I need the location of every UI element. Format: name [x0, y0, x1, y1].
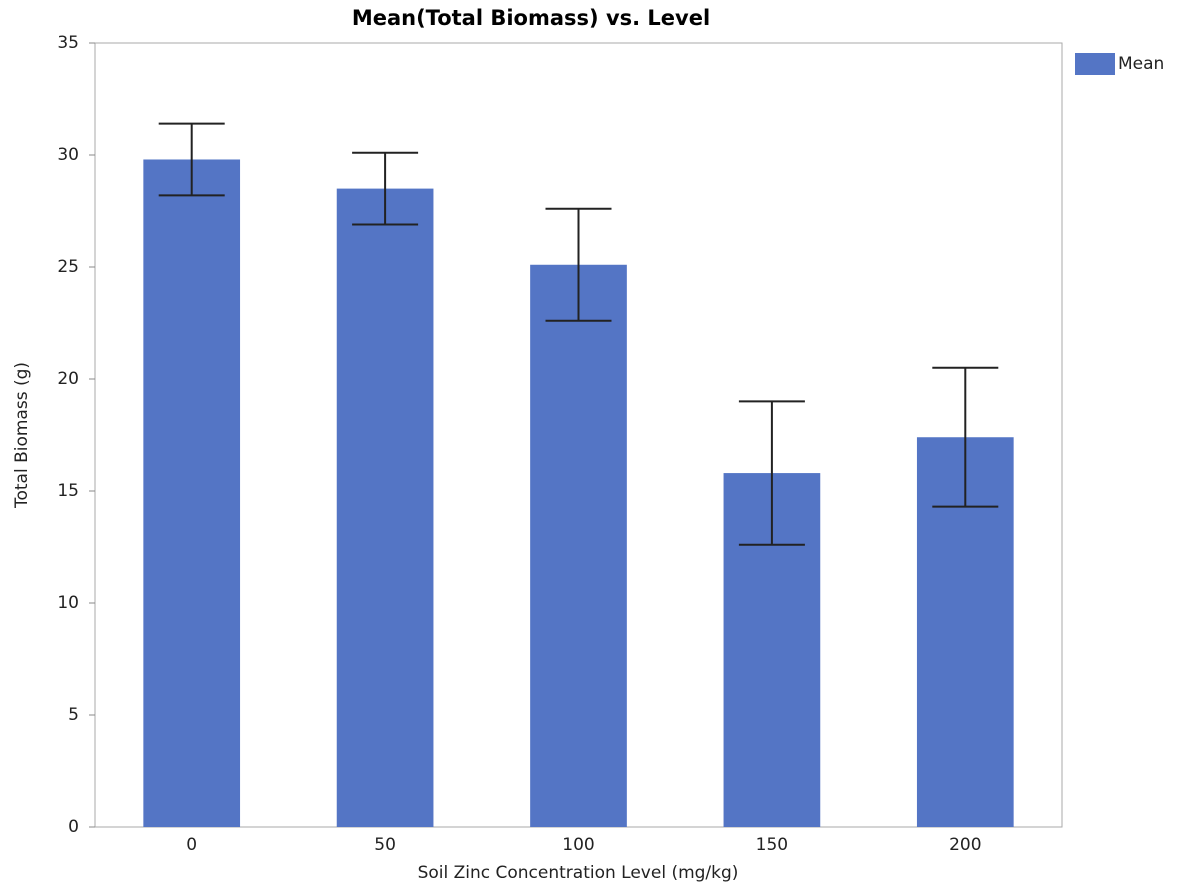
- error-bar: [158, 122, 225, 197]
- x-tick-label: 150: [756, 835, 788, 855]
- error-bar: [545, 207, 612, 322]
- legend-label: Mean: [1118, 54, 1164, 74]
- x-tick-label: 0: [186, 835, 197, 855]
- error-bar: [738, 400, 805, 546]
- legend-swatch: [1075, 53, 1115, 75]
- x-tick-label: 50: [374, 835, 396, 855]
- bar: [336, 188, 434, 828]
- error-bar: [352, 151, 419, 226]
- y-tick-label: 0: [68, 817, 79, 837]
- x-tick-label: 200: [949, 835, 981, 855]
- error-bar: [932, 366, 999, 508]
- chart-title: Mean(Total Biomass) vs. Level: [352, 6, 710, 30]
- y-tick-label: 10: [57, 593, 79, 613]
- x-tick-label: 100: [562, 835, 594, 855]
- y-tick-label: 25: [57, 257, 79, 277]
- y-tick-label: 20: [57, 369, 79, 389]
- y-tick-label: 35: [57, 33, 79, 53]
- bar: [143, 159, 241, 828]
- bar: [530, 264, 627, 827]
- x-axis-label: Soil Zinc Concentration Level (mg/kg): [418, 863, 739, 883]
- y-tick-label: 5: [68, 705, 79, 725]
- y-tick-label: 30: [57, 145, 79, 165]
- y-tick-label: 15: [57, 481, 79, 501]
- y-axis-label: Total Biomass (g): [12, 362, 32, 509]
